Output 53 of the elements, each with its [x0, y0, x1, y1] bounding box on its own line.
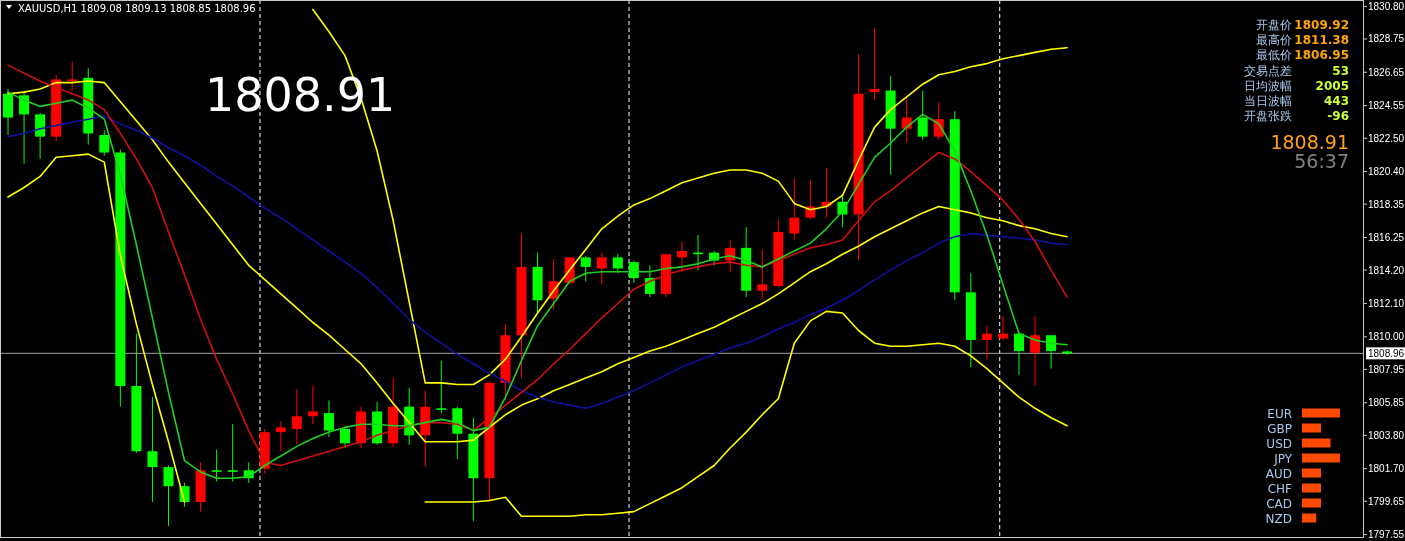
y-tick-label: CHF	[1267, 481, 1293, 496]
annotation: 最低价	[1256, 48, 1292, 63]
chart-title: XAUUSD,H1 1809.08 1809.13 1808.85 1808.96	[18, 3, 256, 14]
y-tick-label: 1818.35	[1368, 198, 1405, 210]
annotation: 交易点差	[1244, 63, 1292, 78]
bar	[1302, 468, 1321, 478]
y-tick-label: 1810.00	[1368, 331, 1405, 343]
annotation: 开盘价	[1256, 18, 1292, 32]
annotation: 56:37	[1294, 150, 1349, 172]
annotation: 1806.95	[1294, 48, 1349, 63]
line-series	[7, 115, 1068, 410]
y-tick-label: 1822.50	[1368, 132, 1405, 144]
y-tick-label: 1799.65	[1368, 495, 1405, 507]
annotation: 1808.91	[1270, 131, 1349, 153]
annotation: 最高价	[1256, 33, 1292, 48]
bar	[1302, 483, 1321, 493]
y-tick-label: 1801.70	[1368, 463, 1405, 475]
bar	[1302, 513, 1317, 523]
y-tick-label: USD	[1266, 436, 1292, 451]
annotation: 日均波幅	[1244, 78, 1292, 93]
y-tick-label: 1820.40	[1368, 166, 1405, 178]
y-tick-label: GBP	[1267, 421, 1292, 436]
y-tick-label: 1816.25	[1368, 232, 1405, 244]
annotation: 443	[1323, 94, 1349, 108]
y-tick-label: 1828.75	[1368, 33, 1405, 45]
y-tick-label: 1814.20	[1368, 264, 1405, 276]
bar	[1302, 438, 1331, 448]
bar	[1302, 423, 1321, 433]
y-tick-label: AUD	[1265, 466, 1292, 481]
y-tick-label: NZD	[1265, 511, 1292, 526]
annotation: 2005	[1315, 78, 1349, 93]
annotation: -96	[1327, 109, 1349, 124]
y-tick-label: 1812.10	[1368, 297, 1405, 309]
line-series	[424, 310, 1068, 518]
y-tick-label: 1807.95	[1368, 363, 1405, 375]
annotation: 开盘张跌	[1244, 109, 1292, 124]
ref-line-label: 1808.96	[1368, 347, 1405, 359]
y-tick-label: 1803.80	[1368, 429, 1405, 441]
y-tick-label: EUR	[1267, 406, 1292, 421]
y-tick-label: 1797.55	[1368, 529, 1405, 541]
y-tick-label: CAD	[1266, 496, 1292, 511]
y-tick-label: 1824.55	[1368, 100, 1405, 112]
y-tick-label: JPY	[1273, 451, 1293, 466]
bar	[1302, 498, 1321, 508]
y-tick-label: 1826.65	[1368, 66, 1405, 78]
bar	[1302, 453, 1340, 463]
y-tick-label: 1805.85	[1368, 397, 1405, 409]
annotation: 1811.38	[1294, 33, 1349, 48]
annotation: 1809.92	[1294, 18, 1349, 32]
y-tick-label: 1830.80	[1368, 0, 1405, 12]
annotation: 53	[1332, 63, 1349, 78]
bar	[1302, 408, 1340, 418]
annotation: 当日波幅	[1244, 94, 1292, 108]
